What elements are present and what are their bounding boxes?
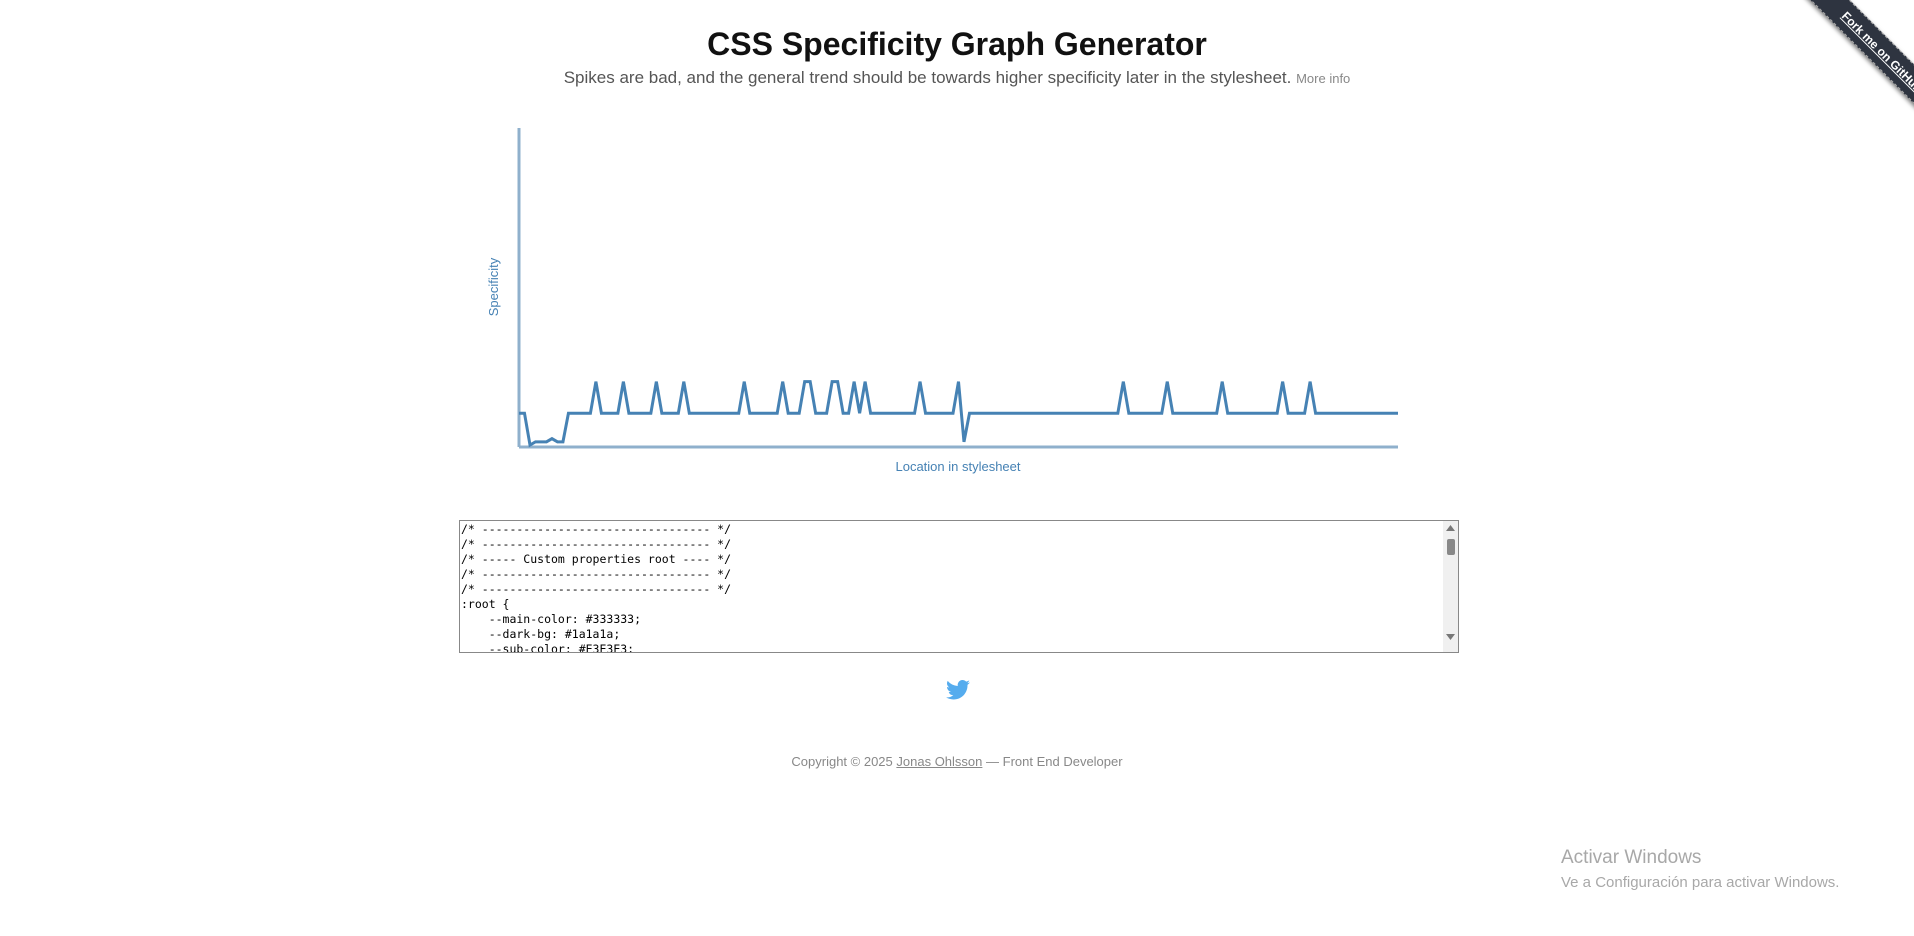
css-input[interactable]: /* --------------------------------- *//… — [459, 520, 1459, 653]
code: /* --------------------------------- *//… — [461, 522, 732, 653]
code-line: --sub-color: #E3E3E3; — [461, 642, 635, 653]
subtitle: Spikes are bad, and the general trend sh… — [563, 68, 1292, 87]
x-axis-label: Location in stylesheet — [895, 459, 1020, 474]
author-link[interactable]: Jonas Ohlsson — [896, 754, 983, 769]
chart: Specificity Location in stylesheet — [486, 128, 1398, 474]
more-info-link[interactable]: More info — [1296, 71, 1351, 86]
code-line: --main-color: #333333; — [461, 612, 642, 626]
code-line: /* --------------------------------- */ — [461, 567, 732, 581]
y-axis-label: Specificity — [486, 257, 501, 316]
footer: Copyright © 2025 Jonas Ohlsson — Front E… — [0, 754, 1914, 769]
code-line: /* --------------------------------- */ — [461, 522, 732, 536]
watermark-subtitle: Ve a Configuración para activar Windows. — [1561, 874, 1840, 891]
code-line: /* ----- Custom properties root ---- */ — [461, 552, 732, 566]
code-line: /* --------------------------------- */ — [461, 582, 732, 596]
watermark-title: Activar Windows — [1561, 847, 1702, 868]
page-title: CSS Specificity Graph Generator — [707, 26, 1207, 62]
code-line: --dark-bg: #1a1a1a; — [461, 627, 621, 641]
ribbon-box: Fork me on GitHub — [1784, 0, 1914, 130]
role: — Front End Developer — [986, 754, 1123, 769]
scrollbar-parts — [1446, 525, 1455, 640]
scrollbar[interactable] — [1443, 521, 1458, 652]
code-line: :root { — [461, 597, 510, 611]
code-line: /* --------------------------------- */ — [461, 537, 732, 551]
subtitle-row: Spikes are bad, and the general trend sh… — [0, 68, 1914, 88]
specificity-line — [519, 380, 1398, 448]
twitter-icon[interactable] — [946, 679, 970, 701]
copyright: Copyright © 2025 — [791, 754, 893, 769]
github-ribbon[interactable]: Fork me on GitHub — [1801, 0, 1914, 130]
